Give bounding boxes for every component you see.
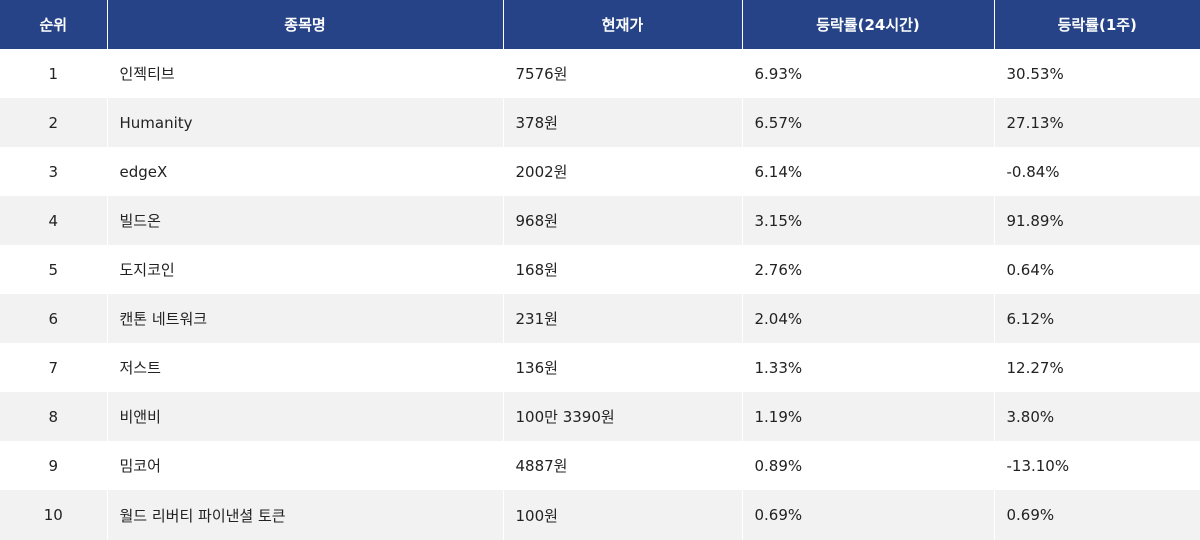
price-cell: 378원 <box>503 98 743 147</box>
name-cell: 비앤비 <box>107 392 504 441</box>
price-cell: 968원 <box>503 196 743 245</box>
change-24h-cell: 0.69% <box>742 490 995 540</box>
header-row: 순위 종목명 현재가 등락률(24시간) 등락률(1주) <box>0 0 1200 49</box>
table-row: 5 도지코인 168원 2.76% 0.64% <box>0 245 1200 294</box>
change-1w-cell: 3.80% <box>994 392 1200 441</box>
header-change-1w: 등락률(1주) <box>994 0 1200 49</box>
table-row: 7 저스트 136원 1.33% 12.27% <box>0 343 1200 392</box>
rank-cell: 10 <box>0 490 108 540</box>
change-1w-cell: -13.10% <box>994 441 1200 490</box>
header-name: 종목명 <box>107 0 504 49</box>
table-row: 6 캔톤 네트워크 231원 2.04% 6.12% <box>0 294 1200 343</box>
price-cell: 136원 <box>503 343 743 392</box>
table-row: 9 밈코어 4887원 0.89% -13.10% <box>0 441 1200 490</box>
table-row: 1 인젝티브 7576원 6.93% 30.53% <box>0 49 1200 98</box>
rank-cell: 8 <box>0 392 108 441</box>
change-1w-cell: 91.89% <box>994 196 1200 245</box>
change-24h-cell: 1.33% <box>742 343 995 392</box>
table-body: 1 인젝티브 7576원 6.93% 30.53% 2 Humanity 378… <box>0 49 1200 540</box>
table-row: 4 빌드온 968원 3.15% 91.89% <box>0 196 1200 245</box>
rank-cell: 1 <box>0 49 108 98</box>
name-cell: 저스트 <box>107 343 504 392</box>
table-row: 10 월드 리버티 파이낸셜 토큰 100원 0.69% 0.69% <box>0 490 1200 540</box>
table-header: 순위 종목명 현재가 등락률(24시간) 등락률(1주) <box>0 0 1200 49</box>
rank-cell: 5 <box>0 245 108 294</box>
name-cell: 밈코어 <box>107 441 504 490</box>
price-cell: 231원 <box>503 294 743 343</box>
rank-cell: 2 <box>0 98 108 147</box>
table-row: 8 비앤비 100만 3390원 1.19% 3.80% <box>0 392 1200 441</box>
change-1w-cell: 12.27% <box>994 343 1200 392</box>
name-cell: 인젝티브 <box>107 49 504 98</box>
header-price: 현재가 <box>503 0 743 49</box>
header-change-24h: 등락률(24시간) <box>742 0 995 49</box>
rank-cell: 7 <box>0 343 108 392</box>
change-24h-cell: 6.14% <box>742 147 995 196</box>
change-24h-cell: 6.57% <box>742 98 995 147</box>
change-24h-cell: 3.15% <box>742 196 995 245</box>
price-cell: 168원 <box>503 245 743 294</box>
name-cell: 캔톤 네트워크 <box>107 294 504 343</box>
change-24h-cell: 0.89% <box>742 441 995 490</box>
change-1w-cell: 30.53% <box>994 49 1200 98</box>
table-row: 2 Humanity 378원 6.57% 27.13% <box>0 98 1200 147</box>
change-24h-cell: 2.76% <box>742 245 995 294</box>
change-1w-cell: 27.13% <box>994 98 1200 147</box>
rank-cell: 9 <box>0 441 108 490</box>
change-1w-cell: 6.12% <box>994 294 1200 343</box>
table-row: 3 edgeX 2002원 6.14% -0.84% <box>0 147 1200 196</box>
change-1w-cell: 0.64% <box>994 245 1200 294</box>
rank-cell: 4 <box>0 196 108 245</box>
rank-cell: 6 <box>0 294 108 343</box>
name-cell: Humanity <box>107 98 504 147</box>
price-cell: 4887원 <box>503 441 743 490</box>
change-24h-cell: 2.04% <box>742 294 995 343</box>
name-cell: 월드 리버티 파이낸셜 토큰 <box>107 490 504 540</box>
name-cell: edgeX <box>107 147 504 196</box>
price-cell: 100만 3390원 <box>503 392 743 441</box>
change-1w-cell: 0.69% <box>994 490 1200 540</box>
price-cell: 100원 <box>503 490 743 540</box>
change-24h-cell: 6.93% <box>742 49 995 98</box>
change-1w-cell: -0.84% <box>994 147 1200 196</box>
price-cell: 2002원 <box>503 147 743 196</box>
header-rank: 순위 <box>0 0 108 49</box>
price-cell: 7576원 <box>503 49 743 98</box>
rank-cell: 3 <box>0 147 108 196</box>
name-cell: 빌드온 <box>107 196 504 245</box>
name-cell: 도지코인 <box>107 245 504 294</box>
change-24h-cell: 1.19% <box>742 392 995 441</box>
